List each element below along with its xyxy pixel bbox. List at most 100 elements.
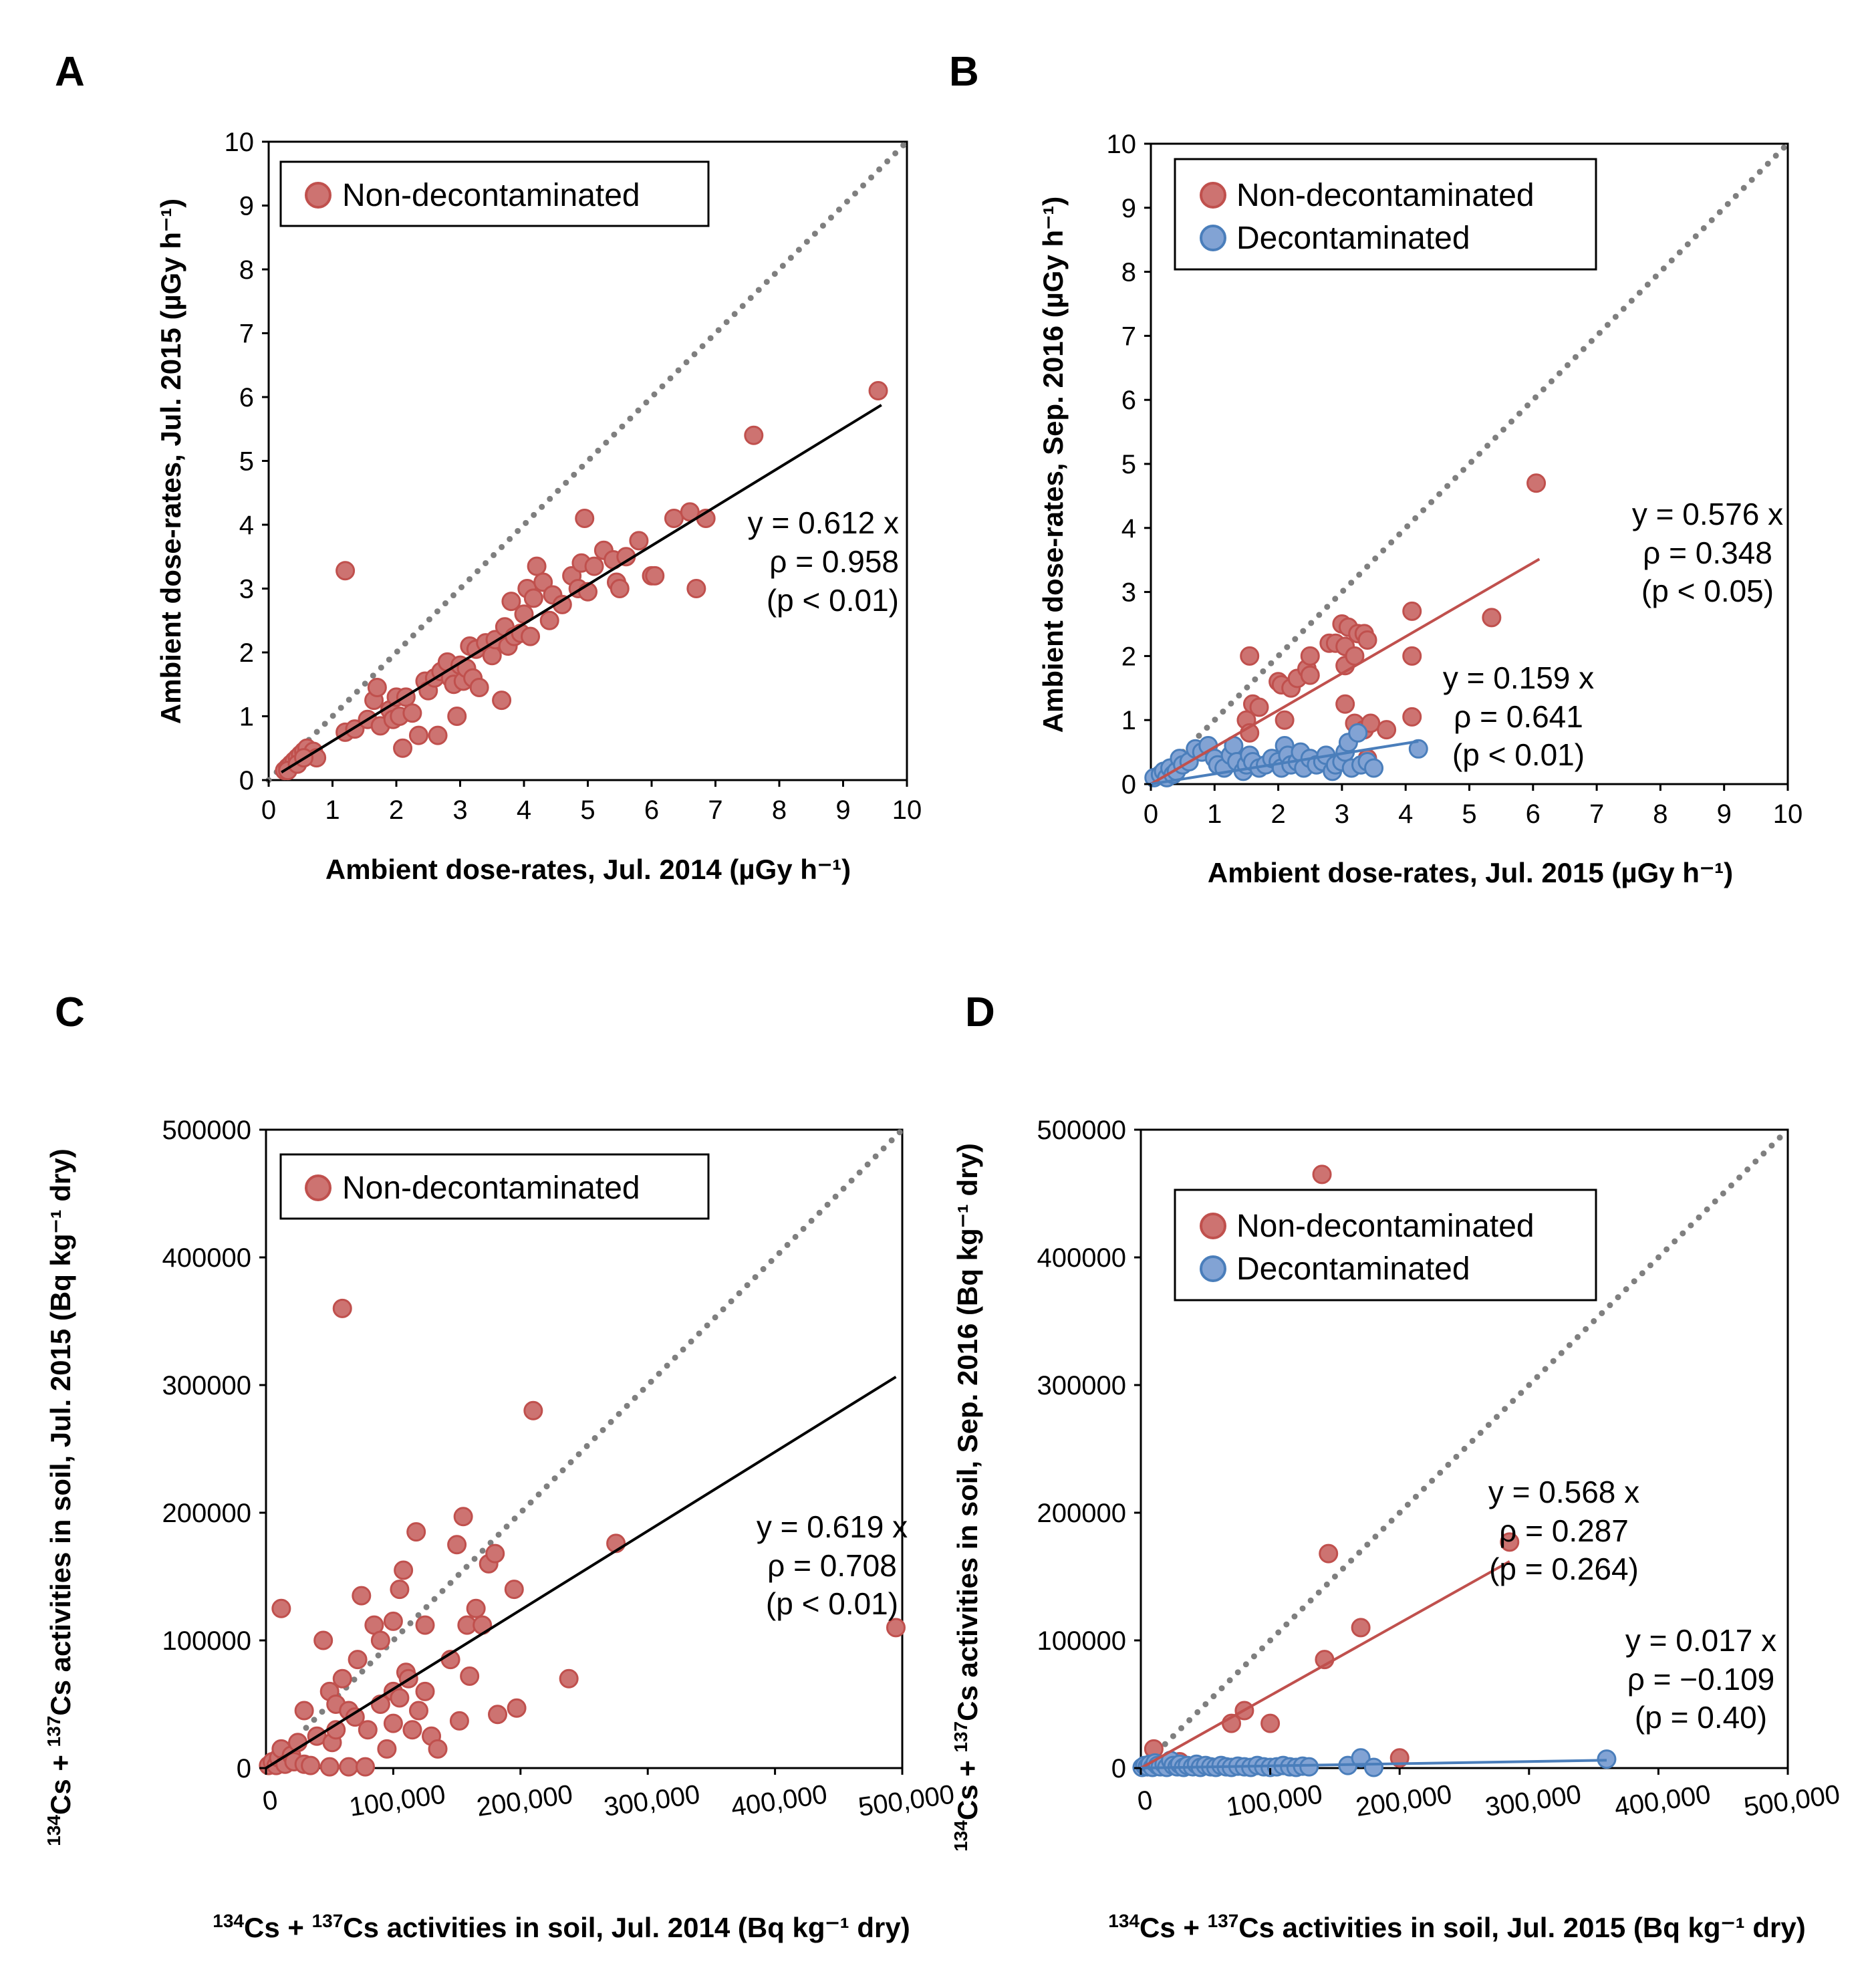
panel-d-y-title-mid: Cs +: [952, 1753, 983, 1821]
panel-b-y-tick-label: 7: [1121, 322, 1136, 351]
panel-d-y-title-sup1: 134: [950, 1820, 971, 1852]
panel-a-non-decontaminated-point: [367, 678, 387, 698]
panel-d-legend-label-blue: Decontaminated: [1236, 1251, 1470, 1287]
panel-b-annotation-blue: y = 0.159 x ρ = 0.641 (p < 0.01): [1443, 660, 1594, 772]
panel-d-decontaminated-point: [1363, 1757, 1383, 1777]
panel-c-non-decontaminated-fit-line: [265, 1376, 897, 1769]
panel-c-legend-marker-red: [305, 1174, 331, 1201]
panel-d-y-tick-label: 400000: [1037, 1243, 1126, 1273]
panel-c-non-decontaminated-point: [428, 1739, 448, 1759]
panel-d-legend-marker-red: [1200, 1213, 1226, 1239]
panel-b-annotation-red: y = 0.576 x ρ = 0.348 (p < 0.05): [1632, 497, 1783, 608]
panel-a-non-decontaminated-point: [447, 707, 467, 726]
panel-c-non-decontaminated-point: [504, 1580, 524, 1600]
panel-c-plot-area: [265, 1128, 904, 1769]
panel-c-y-title: 134Cs + 137Cs activities in soil, Jul. 2…: [43, 1148, 77, 1846]
panel-b-y-tick-label: 0: [1121, 770, 1136, 799]
panel-a-marks: [265, 138, 910, 783]
panel-d-non-decontaminated-point: [1319, 1543, 1339, 1564]
panel-b-non-decontaminated-point: [1482, 608, 1502, 628]
panel-b-x-tick-label: 10: [1773, 799, 1803, 829]
panel-d-x-tick-label: 0: [1136, 1785, 1154, 1817]
panel-d-x-tick-label: 100,000: [1224, 1779, 1324, 1822]
panel-c-non-decontaminated-point: [370, 1630, 390, 1650]
panel-b-annot-blue-eq: y = 0.159 x: [1443, 660, 1594, 695]
panel-a-y-tick-label: 3: [239, 575, 254, 604]
panel-c-non-decontaminated-point: [313, 1630, 333, 1650]
panel-c-marks: [259, 1126, 906, 1777]
panel-c-non-decontaminated-point: [332, 1668, 352, 1689]
panel-a-non-decontaminated-point: [575, 508, 595, 528]
panel-a-legend-marker-red: [305, 182, 331, 209]
panel-d-non-decontaminated-point: [1260, 1713, 1281, 1733]
panel-a-x-tick-label: 0: [261, 795, 276, 825]
panel-b-annot-red-rho: ρ = 0.348: [1643, 535, 1772, 570]
panel-b-non-decontaminated-point: [1377, 720, 1397, 740]
panel-b-x-tick-label: 1: [1207, 799, 1222, 829]
panel-c-non-decontaminated-point: [406, 1522, 426, 1542]
panel-c-non-decontaminated-point: [348, 1650, 368, 1670]
panel-a-chart: Non-decontaminated y = 0.612 x ρ = 0.958…: [155, 128, 922, 885]
panel-b-non-decontaminated-point: [1526, 473, 1547, 493]
panel-c-non-decontaminated-point: [390, 1580, 410, 1600]
panel-b-x-tick-label: 2: [1271, 799, 1285, 829]
panel-c-non-decontaminated-point: [466, 1598, 486, 1618]
panel-c-y-tick-label: 0: [237, 1754, 251, 1783]
panel-a-x-tick-label: 9: [835, 795, 850, 825]
panel-a-y-tick-label: 1: [239, 703, 254, 732]
panel-b-x-tick-label: 0: [1144, 799, 1158, 829]
panel-c-legend-label: Non-decontaminated: [342, 1170, 640, 1206]
panel-d-x-tick-label: 400,000: [1613, 1779, 1712, 1822]
panel-d-y-tick-label: 0: [1111, 1754, 1126, 1783]
panel-c-non-decontaminated-point: [356, 1757, 376, 1777]
panel-d-decontaminated-fit-line: [1140, 1759, 1607, 1769]
panel-a-y-tick-label: 5: [239, 447, 254, 477]
panel-a-non-decontaminated-point: [527, 556, 547, 576]
panel-c-non-decontaminated-point: [383, 1611, 403, 1631]
panel-b-non-decontaminated-fit-line: [1150, 557, 1541, 785]
panel-d-one-to-one-line: [1138, 1126, 1791, 1771]
panel-a-y-tick-label: 9: [239, 192, 254, 221]
panel-a-annot-rho: ρ = 0.958: [769, 544, 899, 579]
panel-c-non-decontaminated-point: [332, 1298, 352, 1318]
panel-d-legend: Non-decontaminated Decontaminated: [1174, 1189, 1597, 1301]
panel-b-non-decontaminated-point: [1402, 601, 1422, 621]
panel-d-annot-blue-p: (p = 0.40): [1635, 1700, 1767, 1735]
panel-a-y-tick-label: 7: [239, 320, 254, 349]
panel-b-legend-label-blue: Decontaminated: [1236, 221, 1470, 256]
panel-b-y-tick-label: 2: [1121, 642, 1136, 671]
panel-a-non-decontaminated-point: [584, 556, 604, 576]
panel-b-legend: Non-decontaminated Decontaminated: [1174, 158, 1597, 271]
panel-b-y-tick-label: 10: [1107, 130, 1137, 159]
panel-a-y-tick-label: 4: [239, 511, 254, 540]
panel-c-non-decontaminated-point: [408, 1701, 428, 1721]
panel-d-annot-red-p: (p = 0.264): [1489, 1551, 1639, 1586]
panel-c-non-decontaminated-point: [319, 1757, 340, 1777]
panel-c-x-title-sup2: 137: [312, 1910, 344, 1931]
panel-c-non-decontaminated-point: [339, 1757, 359, 1777]
panel-b-annot-red-p: (p < 0.05): [1641, 574, 1774, 608]
panel-b-non-decontaminated-point: [1402, 707, 1422, 727]
panel-c-non-decontaminated-point: [507, 1698, 527, 1718]
panel-c-x-tick-label: 0: [261, 1785, 279, 1817]
panel-a-non-decontaminated-point: [469, 678, 489, 698]
panel-a-non-decontaminated-point: [610, 579, 630, 598]
panel-a-non-decontaminated-point: [868, 380, 888, 400]
panel-letter-c: C: [55, 989, 85, 1035]
panel-d-x-tick-label: 300,000: [1483, 1779, 1583, 1822]
panel-d-non-decontaminated-point: [1389, 1748, 1410, 1768]
panel-b-y-tick-label: 1: [1121, 706, 1136, 735]
panel-a-annot-p: (p < 0.01): [767, 583, 899, 618]
panel-b-x-tick-label: 3: [1335, 799, 1349, 829]
panel-a-legend-box: [279, 160, 710, 227]
panel-d-marks: [1132, 1126, 1791, 1777]
panel-b-x-tick-label: 8: [1653, 799, 1667, 829]
panel-a-x-tick-label: 4: [517, 795, 531, 825]
panel-a-non-decontaminated-point: [492, 691, 512, 711]
panel-d-decontaminated-point: [1299, 1757, 1319, 1777]
panel-a-y-tick-label: 0: [239, 766, 254, 795]
panel-d-annot-blue-rho: ρ = −0.109: [1627, 1662, 1775, 1697]
panel-b-non-decontaminated-point: [1300, 665, 1320, 685]
panel-d-x-title-post: Cs activities in soil, Jul. 2015 (Bq kg⁻…: [1238, 1912, 1805, 1943]
panel-a-non-decontaminated-point: [523, 588, 543, 608]
